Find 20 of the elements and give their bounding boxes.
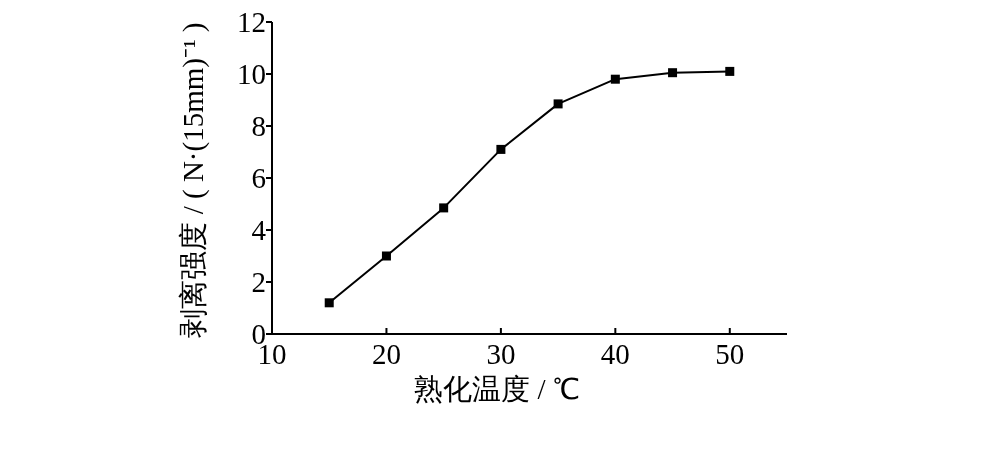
y-tick-label: 2 [251,266,266,298]
x-tick-label: 30 [486,338,516,370]
point [668,68,678,78]
x-axis-title: 熟化温度 / ℃ [414,373,580,405]
y-tick-label: 8 [251,110,266,142]
x-tick-label: 20 [371,338,401,370]
point [381,251,391,261]
point [439,203,449,213]
point [610,74,620,84]
point [324,298,334,308]
y-axis-title: 剥离强度 / ( N·(15mm)⁻¹ ) [177,22,210,338]
x-tick-label: 40 [600,338,630,370]
y-tick-label: 12 [237,6,266,38]
point [496,144,506,154]
y-tick-label: 6 [251,162,266,194]
x-tick-label: 50 [715,338,745,370]
point [725,66,735,76]
y-tick-label: 10 [237,58,266,90]
point [553,99,563,109]
y-tick-label: 4 [251,214,267,246]
